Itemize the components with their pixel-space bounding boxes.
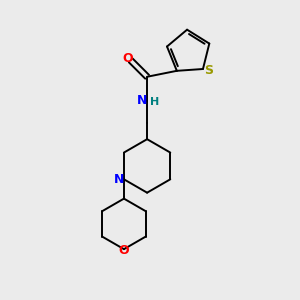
Text: N: N (113, 173, 124, 186)
Text: O: O (122, 52, 133, 64)
Text: N: N (136, 94, 147, 107)
Text: S: S (204, 64, 213, 77)
Text: H: H (150, 97, 159, 107)
Text: O: O (118, 244, 129, 257)
